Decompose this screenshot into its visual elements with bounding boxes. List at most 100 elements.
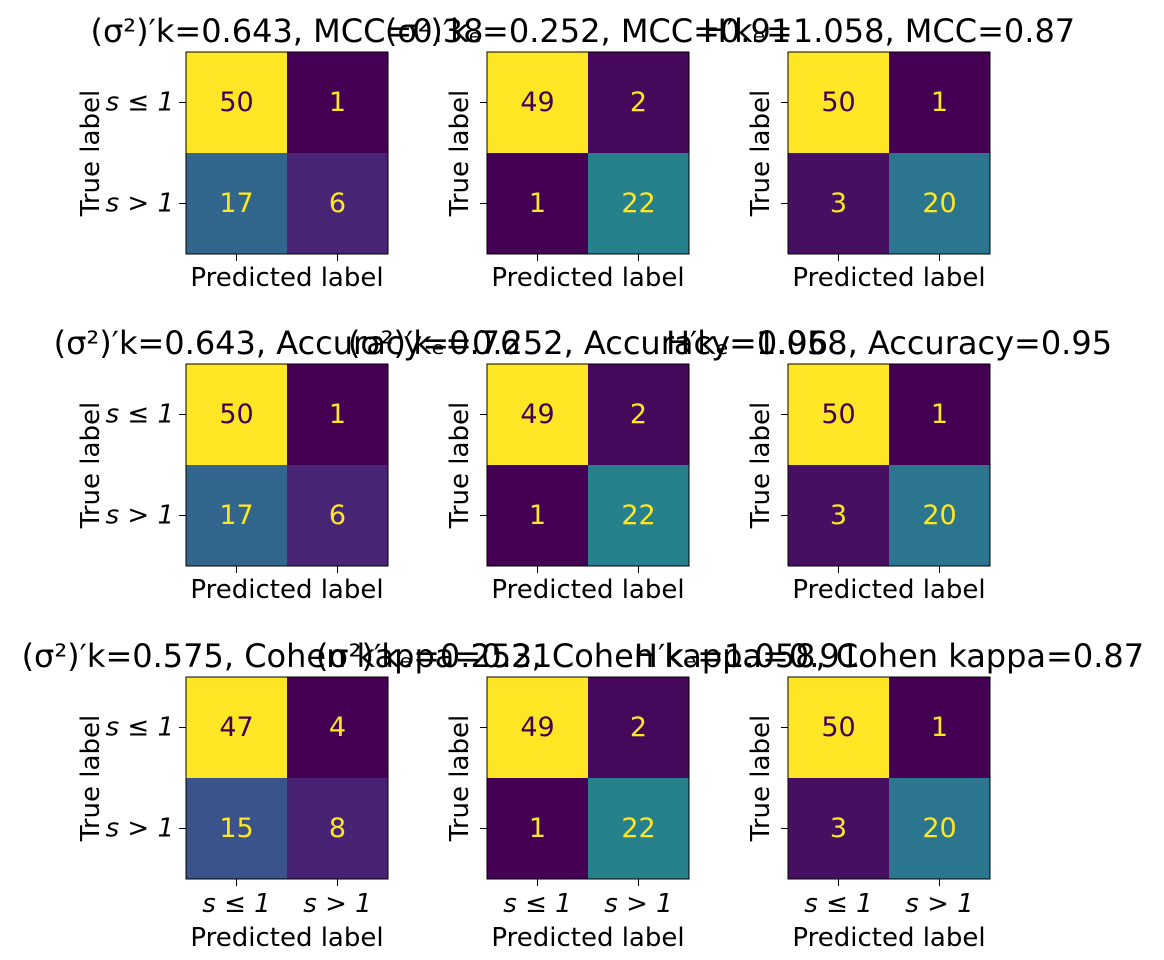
matrix-cell xyxy=(287,52,388,153)
y-axis-label: True label xyxy=(445,90,475,217)
x-axis-label: Predicted label xyxy=(792,263,985,293)
confusion-matrix-9: 50 1 3 20 s ≤ 1 s > 1 Predicted label True labe… xyxy=(634,637,1144,953)
matrix-cell xyxy=(186,778,287,879)
matrix-cell xyxy=(889,52,990,153)
cell-value: 2 xyxy=(630,87,647,118)
cell-value: 1 xyxy=(529,500,546,531)
y-tick-label: s ≤ 1 xyxy=(106,713,174,743)
x-axis-label: Predicted label xyxy=(190,575,383,605)
matrix-cell xyxy=(788,364,889,465)
cell-value: 47 xyxy=(219,712,253,743)
y-tick-label: s > 1 xyxy=(106,189,174,219)
matrix-cell xyxy=(487,677,588,778)
cell-value: 1 xyxy=(931,399,948,430)
matrix-cell xyxy=(186,153,287,254)
matrix-cell xyxy=(487,465,588,566)
matrix-cell xyxy=(487,52,588,153)
plot-frame xyxy=(486,363,690,567)
matrix-cell xyxy=(788,677,889,778)
cell-value: 22 xyxy=(621,500,655,531)
plot-frame xyxy=(787,363,991,567)
matrix-cell xyxy=(186,677,287,778)
confusion-matrix-3: 50 1 3 20 Predicted label True label H′kₑ=1.05… xyxy=(703,12,1075,293)
matrix-cell xyxy=(186,364,287,465)
matrix-cell xyxy=(788,465,889,566)
cell-value: 22 xyxy=(621,813,655,844)
matrix-cell xyxy=(788,153,889,254)
matrix-cell xyxy=(588,677,689,778)
y-axis-label: True label xyxy=(76,402,106,529)
x-axis-label: Predicted label xyxy=(792,923,985,953)
matrix-cell xyxy=(287,778,388,879)
cell-value: 20 xyxy=(922,188,956,219)
cell-value: 50 xyxy=(821,712,855,743)
plot-frame xyxy=(486,51,690,255)
x-axis-label: Predicted label xyxy=(491,263,684,293)
x-tick-label: s > 1 xyxy=(604,889,672,919)
cell-value: 49 xyxy=(520,712,554,743)
x-axis-label: Predicted label xyxy=(491,923,684,953)
chart-title: (σ²)′kₑ=0.252, Cohen kappa=0.91 xyxy=(316,637,860,675)
x-axis-label: Predicted label xyxy=(792,575,985,605)
cell-value: 3 xyxy=(830,813,847,844)
confusion-matrix-5: 49 2 1 22 Predicted label True label (σ²)′kₑ=0… xyxy=(348,324,828,605)
confusion-matrix-4: 50 1 17 6 s ≤ 1 s > 1 Predicted label True labe… xyxy=(54,324,521,605)
cell-value: 4 xyxy=(329,712,346,743)
y-axis-label: True label xyxy=(746,715,776,842)
chart-title: (σ²)′k=0.575, Cohen kappa=0.31 xyxy=(22,637,553,675)
x-tick-label: s > 1 xyxy=(905,889,973,919)
plot-frame xyxy=(486,676,690,880)
cell-value: 2 xyxy=(630,712,647,743)
chart-title: H′kₑ=1.058, Accuracy=0.95 xyxy=(666,324,1112,362)
matrix-cell xyxy=(588,465,689,566)
chart-title: (σ²)′k=0.643, MCC=0.38 xyxy=(91,12,484,50)
cell-value: 50 xyxy=(821,87,855,118)
matrix-cell xyxy=(186,465,287,566)
matrix-cell xyxy=(287,364,388,465)
cell-value: 3 xyxy=(830,188,847,219)
matrix-cell xyxy=(287,677,388,778)
matrix-cell xyxy=(588,778,689,879)
cell-value: 6 xyxy=(329,188,346,219)
x-tick-label: s ≤ 1 xyxy=(804,889,872,919)
cell-value: 22 xyxy=(621,188,655,219)
plot-frame xyxy=(185,676,389,880)
cell-value: 20 xyxy=(922,500,956,531)
cell-value: 8 xyxy=(329,813,346,844)
cell-value: 1 xyxy=(529,813,546,844)
matrix-cell xyxy=(487,153,588,254)
matrix-cell xyxy=(487,778,588,879)
x-axis-label: Predicted label xyxy=(190,263,383,293)
confusion-matrix-6: 50 1 3 20 Predicted label True label H′kₑ=1.05… xyxy=(666,324,1112,605)
matrix-cell xyxy=(788,778,889,879)
cell-value: 49 xyxy=(520,399,554,430)
y-axis-label: True label xyxy=(76,90,106,217)
cell-value: 49 xyxy=(520,87,554,118)
confusion-matrix-7: 47 4 15 8 s ≤ 1 s > 1 s ≤ 1 s > 1 Predicted labe… xyxy=(22,637,553,953)
x-axis-label: Predicted label xyxy=(190,923,383,953)
plot-frame xyxy=(185,363,389,567)
cell-value: 1 xyxy=(329,87,346,118)
matrix-cell xyxy=(588,52,689,153)
confusion-matrix-2: 49 2 1 22 Predicted label True label (σ²)′kₑ=0… xyxy=(385,12,791,293)
matrix-cell xyxy=(588,153,689,254)
matrix-cell xyxy=(889,778,990,879)
chart-title: H′kₑ=1.058, MCC=0.87 xyxy=(703,12,1075,50)
y-tick-label: s ≤ 1 xyxy=(106,88,174,118)
matrix-cell xyxy=(889,153,990,254)
x-axis-label: Predicted label xyxy=(491,575,684,605)
cell-value: 1 xyxy=(931,87,948,118)
matrix-cell xyxy=(186,52,287,153)
chart-title: (σ²)′k=0.643, Accuracy=0.76 xyxy=(54,324,521,362)
cell-value: 1 xyxy=(931,712,948,743)
cell-value: 20 xyxy=(922,813,956,844)
y-axis-label: True label xyxy=(445,715,475,842)
cell-value: 1 xyxy=(529,188,546,219)
y-axis-label: True label xyxy=(746,402,776,529)
chart-title: (σ²)′kₑ=0.252, MCC=0.91 xyxy=(385,12,791,50)
y-tick-label: s > 1 xyxy=(106,814,174,844)
cell-value: 3 xyxy=(830,500,847,531)
cell-value: 15 xyxy=(219,813,253,844)
matrix-cell xyxy=(889,364,990,465)
